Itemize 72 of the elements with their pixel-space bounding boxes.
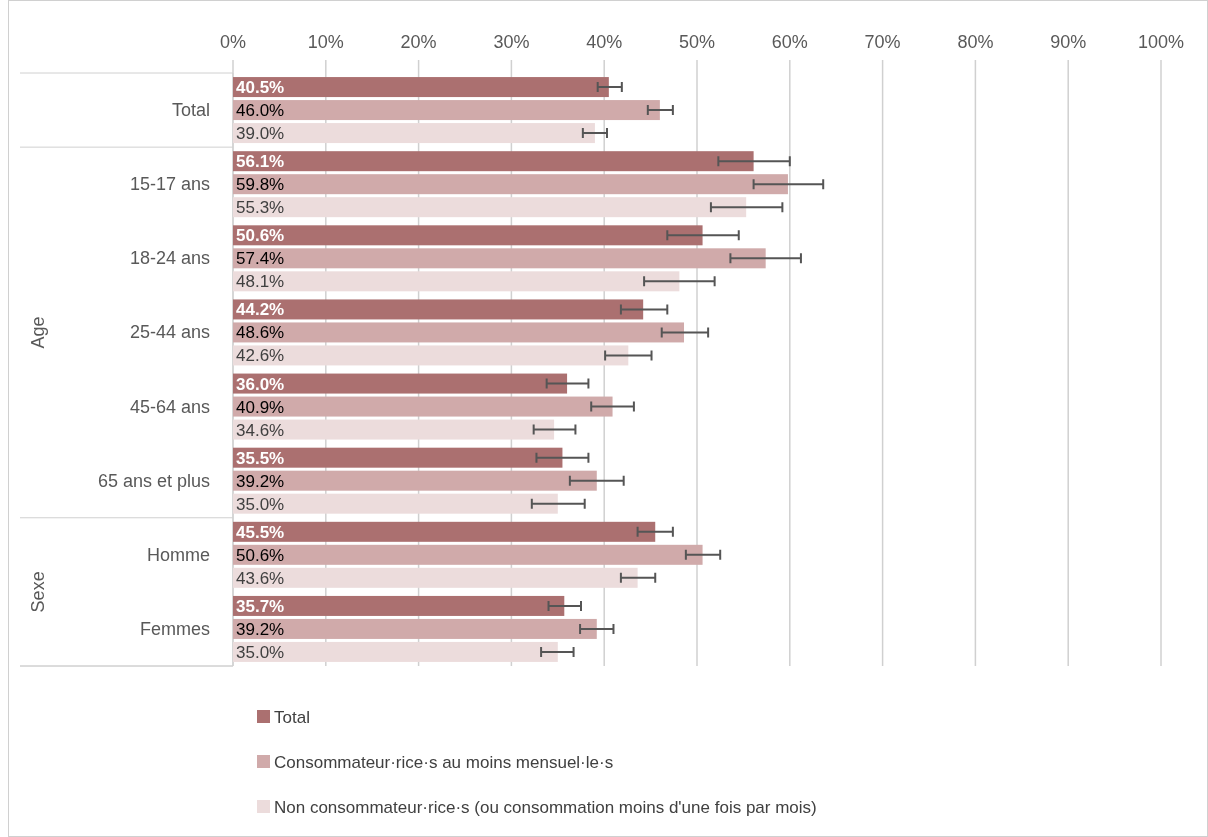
bar [233, 345, 629, 366]
y-tick-label: 18-24 ans [129, 248, 210, 269]
bar [233, 174, 788, 195]
data-label: 34.6% [236, 420, 285, 440]
data-label: 50.6% [236, 226, 285, 246]
data-label: 36.0% [236, 374, 285, 394]
y-tick-label: 15-17 ans [129, 174, 210, 195]
data-label: 39.2% [236, 619, 285, 639]
data-label: 35.0% [236, 494, 285, 514]
legend-label: Total [274, 708, 310, 727]
data-label: 50.6% [236, 545, 285, 565]
data-label: 39.2% [236, 471, 285, 491]
bar [233, 151, 754, 172]
bar [233, 447, 563, 468]
y-tick-label: Homme [146, 544, 210, 565]
data-label: 39.0% [236, 124, 285, 144]
bar [233, 299, 644, 320]
data-label: 48.6% [236, 323, 285, 343]
x-tick-label: 10% [307, 32, 344, 52]
bar [233, 470, 597, 491]
text: Age [28, 316, 48, 349]
legend-label: Consommateur·rice·s au moins mensuel·le·s [274, 753, 614, 772]
y-tick-label: 45-64 ans [129, 396, 210, 417]
data-label: 56.1% [236, 152, 285, 172]
bar [233, 544, 703, 565]
data-label: 57.4% [236, 249, 285, 269]
x-tick-label: 80% [957, 32, 994, 52]
x-tick-label: 60% [771, 32, 808, 52]
bar [233, 77, 609, 98]
data-label: 35.5% [236, 448, 285, 468]
bar [233, 197, 747, 218]
y-tick-label: 25-44 ans [129, 322, 210, 343]
bar [233, 419, 555, 440]
bar [233, 248, 766, 269]
bar [233, 322, 685, 343]
x-tick-label: 90% [1050, 32, 1087, 52]
data-label: 55.3% [236, 198, 285, 218]
data-label: 35.7% [236, 596, 285, 616]
x-tick-label: 40% [586, 32, 623, 52]
data-label: 42.6% [236, 346, 285, 366]
bar [233, 521, 656, 542]
data-label: 59.8% [236, 175, 285, 195]
bar [233, 271, 680, 292]
data-label: 45.5% [236, 522, 285, 542]
y-tick-label: 65 ans et plus [97, 470, 210, 491]
bar [233, 641, 558, 662]
y-tick-label: Total [171, 100, 210, 121]
bar [233, 567, 638, 588]
bar [233, 373, 568, 394]
legend-label: Non consommateur·rice·s (ou consommation moins d'une fois par mois) [274, 798, 817, 817]
x-tick-label: 30% [493, 32, 530, 52]
data-label: 48.1% [236, 272, 285, 292]
bar [233, 225, 703, 246]
x-tick-label: 20% [400, 32, 437, 52]
x-tick-label: 100% [1137, 32, 1185, 52]
data-label: 40.9% [236, 397, 285, 417]
bar [233, 123, 595, 144]
bar [233, 595, 565, 616]
x-tick-label: 50% [678, 32, 716, 52]
bar [233, 618, 597, 639]
bar [233, 493, 558, 514]
bar [233, 100, 660, 121]
data-label: 40.5% [236, 78, 285, 98]
x-tick-label: 0% [219, 32, 247, 52]
bar [233, 396, 613, 417]
data-label: 43.6% [236, 568, 285, 588]
y-tick-label: Femmes [139, 618, 210, 639]
text: Sexe [28, 571, 48, 613]
data-label: 44.2% [236, 300, 285, 320]
data-label: 35.0% [236, 642, 285, 662]
x-tick-label: 70% [864, 32, 901, 52]
data-label: 46.0% [236, 101, 285, 121]
